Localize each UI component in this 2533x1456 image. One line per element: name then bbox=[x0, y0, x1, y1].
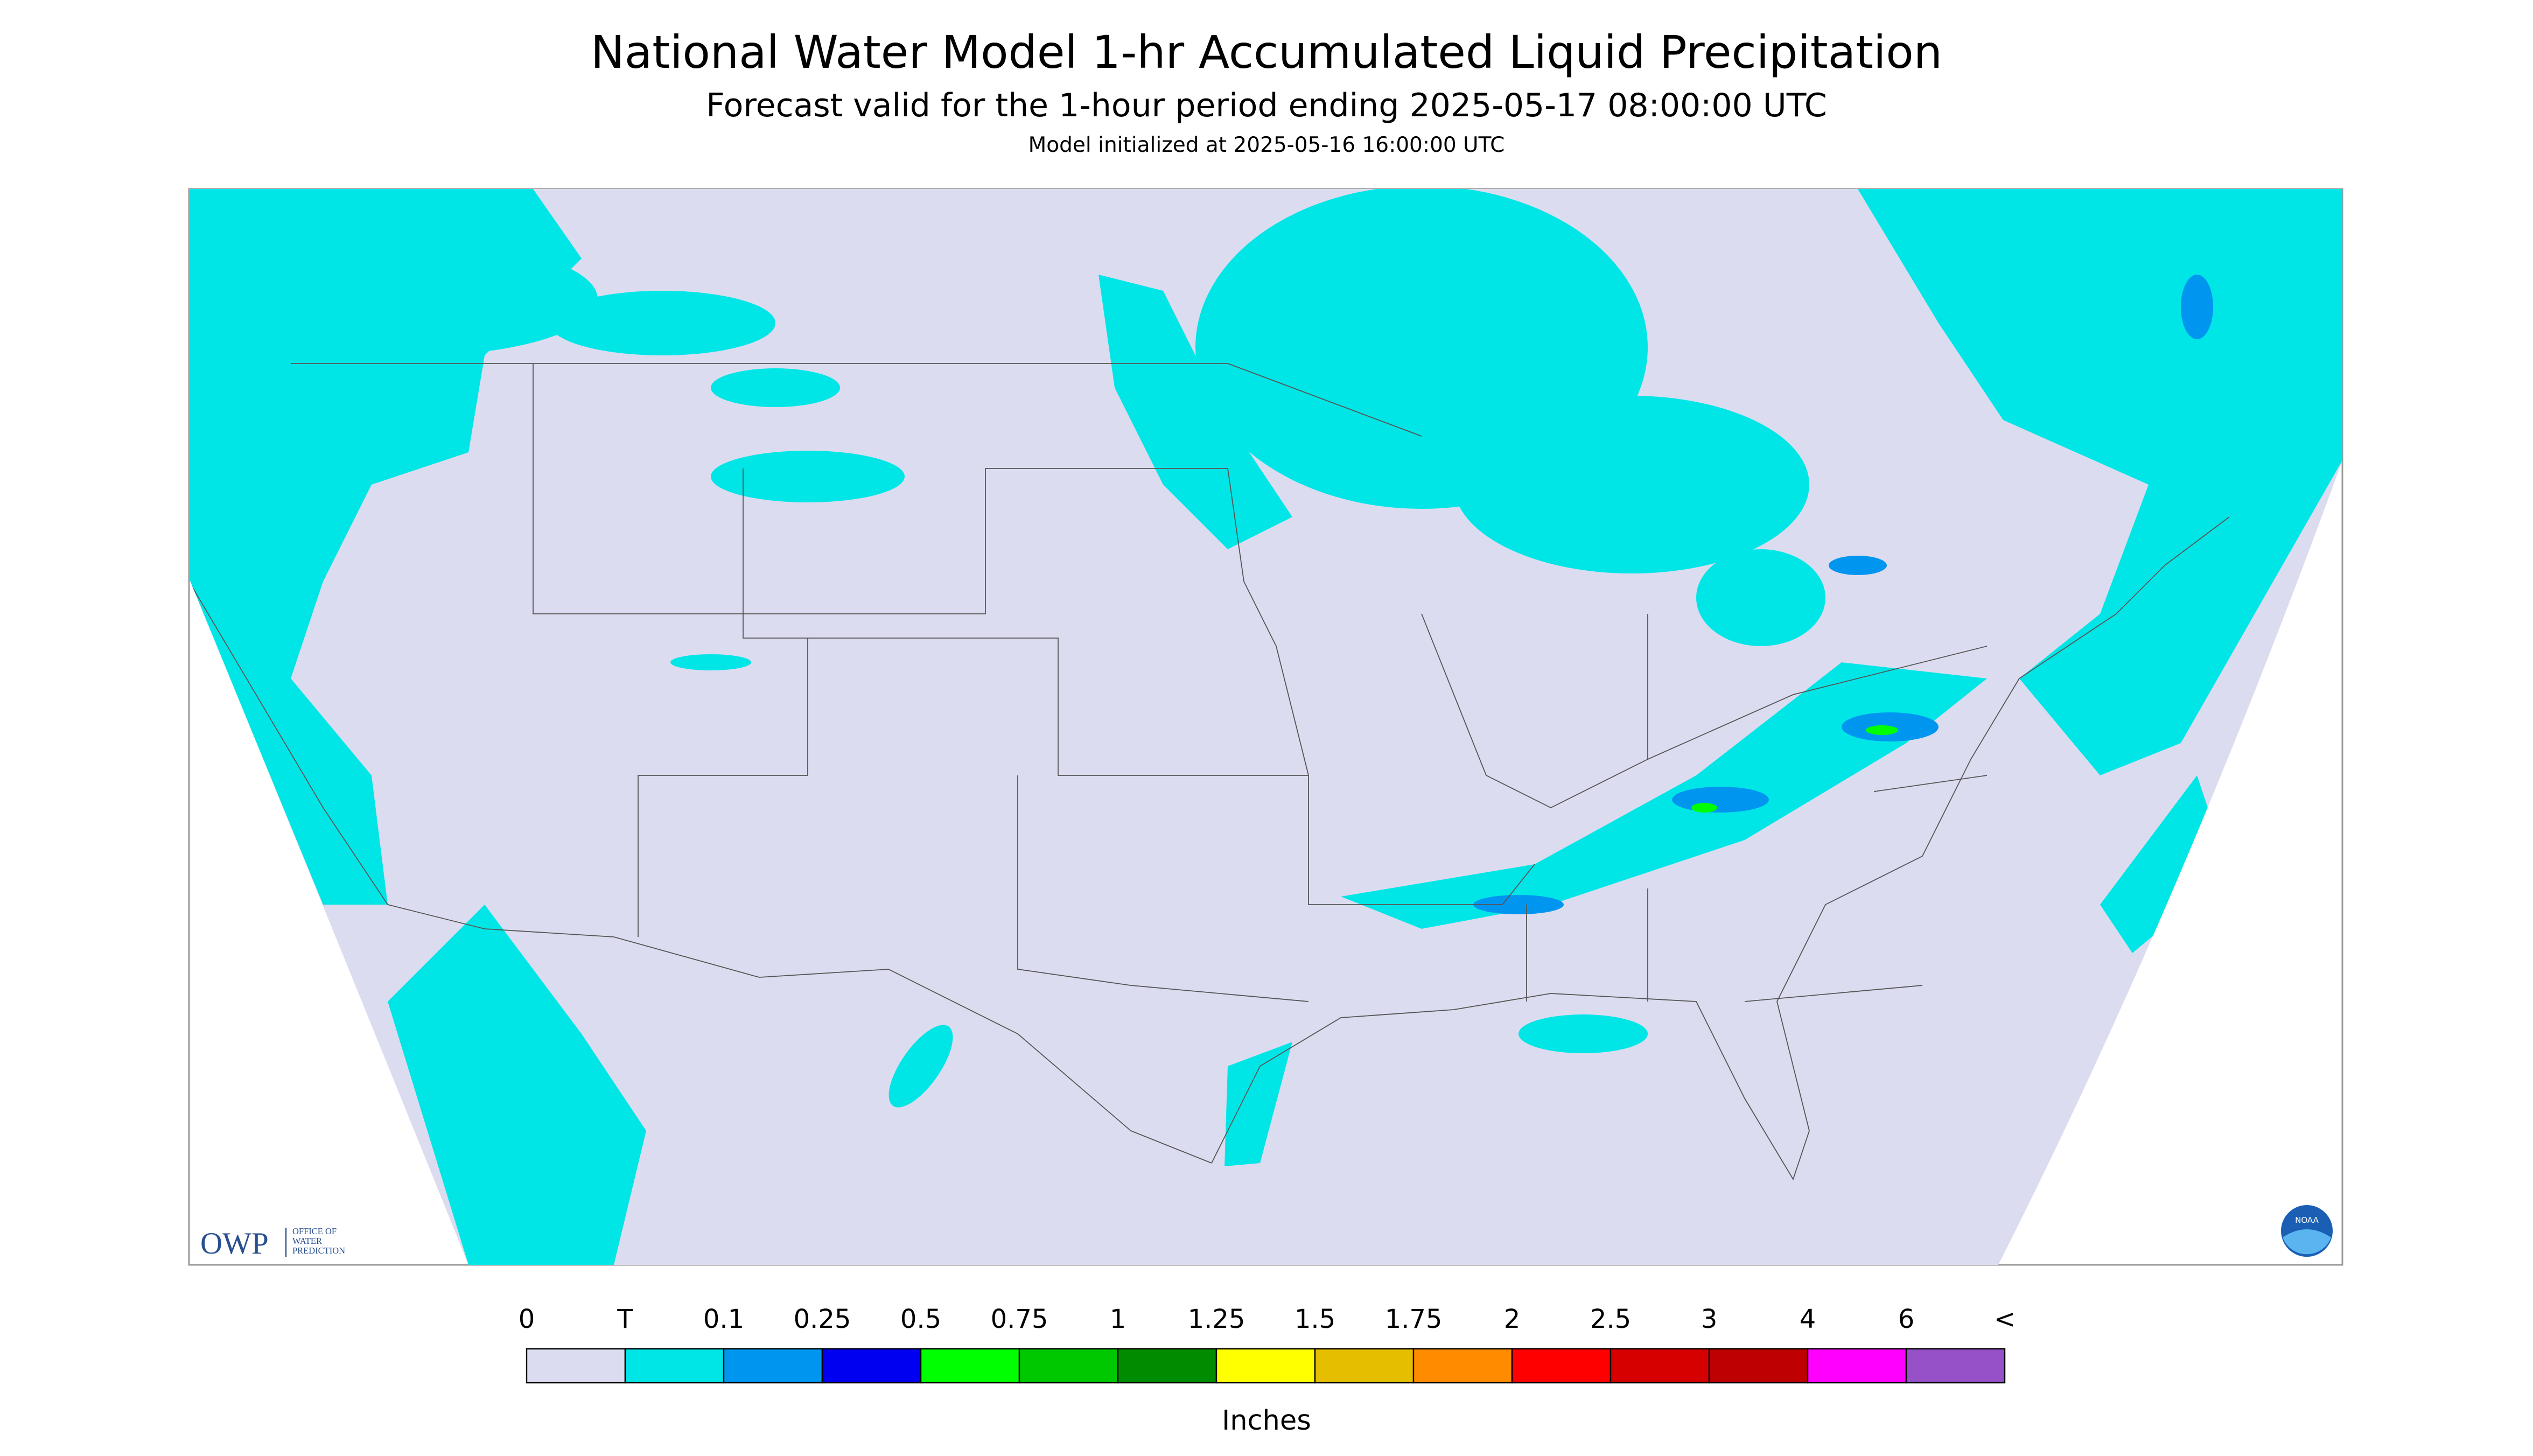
legend-swatch bbox=[821, 1348, 922, 1384]
legend-label: 0.1 bbox=[703, 1304, 744, 1334]
legend-swatch bbox=[1610, 1348, 1710, 1384]
noaa-logo: NOAA bbox=[2281, 1205, 2333, 1257]
legend-swatch bbox=[1905, 1348, 2006, 1384]
legend-swatch bbox=[1215, 1348, 1316, 1384]
noaa-text: NOAA bbox=[2295, 1215, 2319, 1225]
legend-label: 4 bbox=[1800, 1304, 1816, 1334]
owp-line: PREDICTION bbox=[292, 1245, 345, 1256]
owp-name: OWP bbox=[200, 1227, 269, 1261]
legend-unit: Inches bbox=[1222, 1405, 1311, 1437]
legend-swatch bbox=[1807, 1348, 1907, 1384]
legend-label: < bbox=[1994, 1304, 2016, 1334]
legend-label: 1.5 bbox=[1295, 1304, 1335, 1334]
legend-label: 1 bbox=[1110, 1304, 1126, 1334]
precip-field bbox=[189, 189, 2342, 1265]
owp-line: WATER bbox=[292, 1236, 322, 1246]
subtitle: Forecast valid for the 1-hour period end… bbox=[706, 87, 1827, 124]
legend-swatch bbox=[723, 1348, 823, 1384]
init-note: Model initialized at 2025-05-16 16:00:00… bbox=[1028, 133, 1505, 157]
legend-swatch bbox=[1117, 1348, 1217, 1384]
legend-label: 6 bbox=[1898, 1304, 1915, 1334]
legend-label: 0 bbox=[519, 1304, 535, 1334]
legend-swatch bbox=[624, 1348, 725, 1384]
title: National Water Model 1-hr Accumulated Li… bbox=[591, 26, 1942, 79]
owp-logo: OWP OFFICE OF WATER PREDICTION bbox=[200, 1226, 345, 1261]
legend-label: T bbox=[617, 1304, 633, 1334]
legend-label: 3 bbox=[1701, 1304, 1718, 1334]
owp-line: OFFICE OF bbox=[292, 1226, 337, 1236]
legend: 0 T 0.1 0.25 0.5 0.75 1 1.25 1.5 1.75 2 2.5 3 4 6 < bbox=[519, 1304, 2016, 1384]
legend-label: 0.5 bbox=[900, 1304, 941, 1334]
legend-label: 1.25 bbox=[1188, 1304, 1245, 1334]
legend-swatch bbox=[1018, 1348, 1119, 1384]
map: OWP OFFICE OF WATER PREDICTION NOAA bbox=[188, 188, 2343, 1266]
legend-label: 2 bbox=[1504, 1304, 1521, 1334]
legend-label: 0.75 bbox=[991, 1304, 1048, 1334]
legend-label: 2.5 bbox=[1590, 1304, 1631, 1334]
legend-swatch bbox=[1412, 1348, 1513, 1384]
legend-label: 1.75 bbox=[1385, 1304, 1443, 1334]
legend-swatch bbox=[1511, 1348, 1612, 1384]
legend-label: 0.25 bbox=[794, 1304, 851, 1334]
legend-swatch bbox=[1314, 1348, 1415, 1384]
legend-swatch bbox=[1708, 1348, 1809, 1384]
legend-swatch bbox=[526, 1348, 626, 1384]
legend-swatch bbox=[920, 1348, 1020, 1384]
